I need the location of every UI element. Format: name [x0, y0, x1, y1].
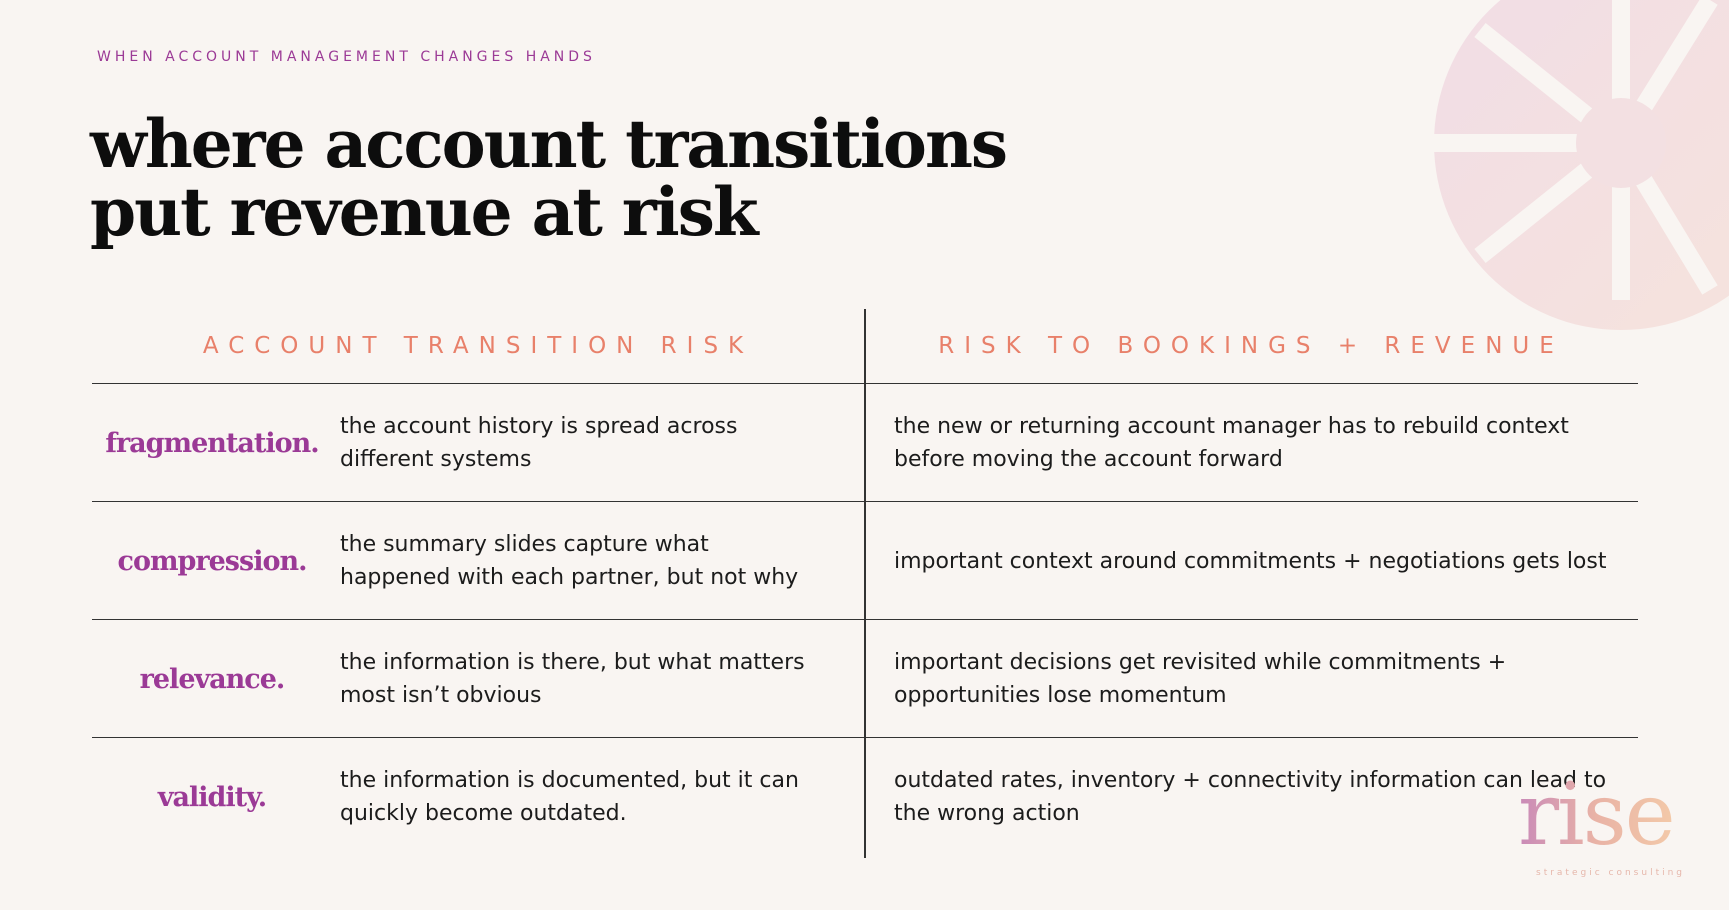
decor-sunburst [1420, 0, 1729, 330]
logo: rise [1518, 765, 1676, 865]
table-row: compression. the summary slides capture w… [92, 501, 1638, 620]
risk-table: ACCOUNT TRANSITION RISK RISK TO BOOKINGS… [92, 309, 1638, 858]
table-row: validity. the information is documented, … [92, 737, 1638, 856]
risk-term: compression. [117, 545, 308, 577]
table-row: fragmentation. the account history is spr… [92, 383, 1638, 502]
risk-term: relevance. [139, 663, 286, 695]
column-header: ACCOUNT TRANSITION RISK [202, 333, 754, 359]
revenue-risk: important decisions get revisited while … [894, 650, 1507, 708]
risk-term: fragmentation. [105, 427, 319, 459]
risk-term: validity. [157, 781, 267, 813]
column-header: RISK TO BOOKINGS + REVENUE [938, 333, 1564, 359]
table-row: relevance. the information is there, but … [92, 619, 1638, 738]
revenue-risk: outdated rates, inventory + connectivity… [894, 768, 1607, 826]
eyebrow: WHEN ACCOUNT MANAGEMENT CHANGES HANDS [97, 49, 596, 65]
risk-description: the account history is spread across dif… [340, 414, 738, 472]
risk-description: the summary slides capture what happened… [340, 532, 799, 590]
title: where account transitions put revenue at… [90, 105, 1008, 251]
risk-description: the information is documented, but it ca… [340, 768, 799, 826]
revenue-risk: the new or returning account manager has… [894, 414, 1569, 472]
logo-tagline: strategic consulting [1536, 868, 1686, 878]
title-line: put revenue at risk [90, 173, 759, 251]
title-line: where account transitions [90, 105, 1008, 183]
risk-description: the information is there, but what matte… [340, 650, 805, 708]
column-divider [864, 309, 866, 858]
revenue-risk: important context around commitments + n… [894, 548, 1607, 574]
